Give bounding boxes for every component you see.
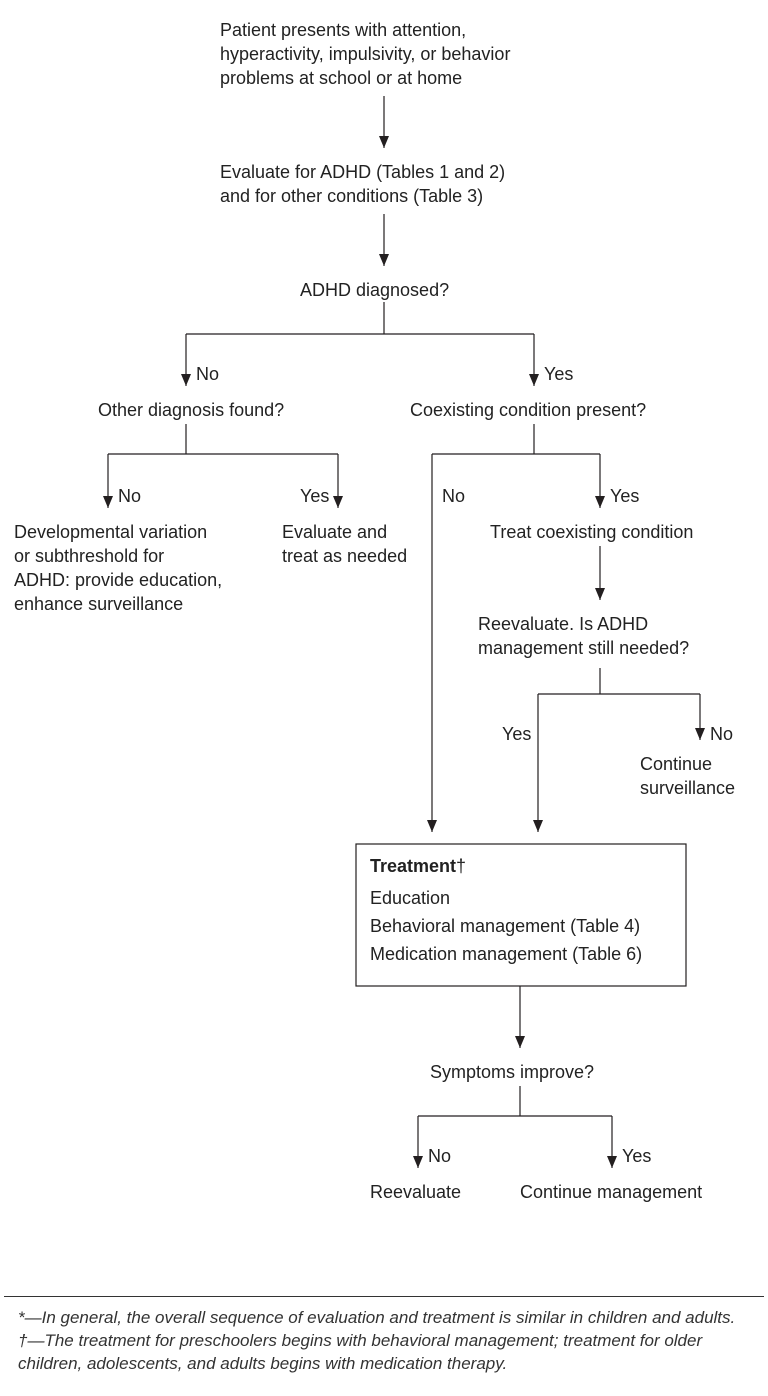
svg-text:Continue management: Continue management <box>520 1182 702 1202</box>
flowchart-canvas: No Yes No Yes No Yes Yes No No Yes Patient present… <box>0 0 768 1296</box>
svg-text:No: No <box>428 1146 451 1166</box>
svg-text:Continue: Continue <box>640 754 712 774</box>
svg-text:problems at school or at home: problems at school or at home <box>220 68 462 88</box>
svg-text:treat as needed: treat as needed <box>282 546 407 566</box>
svg-text:Other diagnosis found?: Other diagnosis found? <box>98 400 284 420</box>
svg-text:No: No <box>442 486 465 506</box>
svg-text:Patient presents with attentio: Patient presents with attention, <box>220 20 466 40</box>
svg-text:Treatment†: Treatment† <box>370 856 466 876</box>
svg-text:management still needed?: management still needed? <box>478 638 689 658</box>
svg-text:surveillance: surveillance <box>640 778 735 798</box>
svg-text:Evaluate for ADHD (Tables 1 an: Evaluate for ADHD (Tables 1 and 2) <box>220 162 505 182</box>
svg-text:No: No <box>710 724 733 744</box>
svg-text:enhance surveillance: enhance surveillance <box>14 594 183 614</box>
svg-text:Education: Education <box>370 888 450 908</box>
svg-text:No: No <box>118 486 141 506</box>
footnote-dagger: †—The treatment for preschoolers begins … <box>18 1330 750 1376</box>
svg-text:No: No <box>196 364 219 384</box>
svg-text:Medication management (Table 6: Medication management (Table 6) <box>370 944 642 964</box>
svg-text:Yes: Yes <box>502 724 531 744</box>
svg-text:Developmental variation: Developmental variation <box>14 522 207 542</box>
svg-text:Yes: Yes <box>622 1146 651 1166</box>
svg-text:Treat coexisting condition: Treat coexisting condition <box>490 522 693 542</box>
svg-text:Evaluate and: Evaluate and <box>282 522 387 542</box>
svg-text:Yes: Yes <box>610 486 639 506</box>
svg-text:hyperactivity, impulsivity, or: hyperactivity, impulsivity, or behavior <box>220 44 510 64</box>
svg-text:Coexisting condition present?: Coexisting condition present? <box>410 400 646 420</box>
svg-text:or subthreshold for: or subthreshold for <box>14 546 164 566</box>
svg-text:ADHD: provide education,: ADHD: provide education, <box>14 570 222 590</box>
svg-text:ADHD diagnosed?: ADHD diagnosed? <box>300 280 449 300</box>
svg-text:Reevaluate: Reevaluate <box>370 1182 461 1202</box>
svg-text:and for other conditions (Tabl: and for other conditions (Table 3) <box>220 186 483 206</box>
svg-text:Symptoms improve?: Symptoms improve? <box>430 1062 594 1082</box>
svg-text:Reevaluate. Is ADHD: Reevaluate. Is ADHD <box>478 614 648 634</box>
footnote-star: *—In general, the overall sequence of ev… <box>18 1307 750 1330</box>
svg-text:Yes: Yes <box>300 486 329 506</box>
svg-text:Yes: Yes <box>544 364 573 384</box>
svg-text:Behavioral management (Table 4: Behavioral management (Table 4) <box>370 916 640 936</box>
